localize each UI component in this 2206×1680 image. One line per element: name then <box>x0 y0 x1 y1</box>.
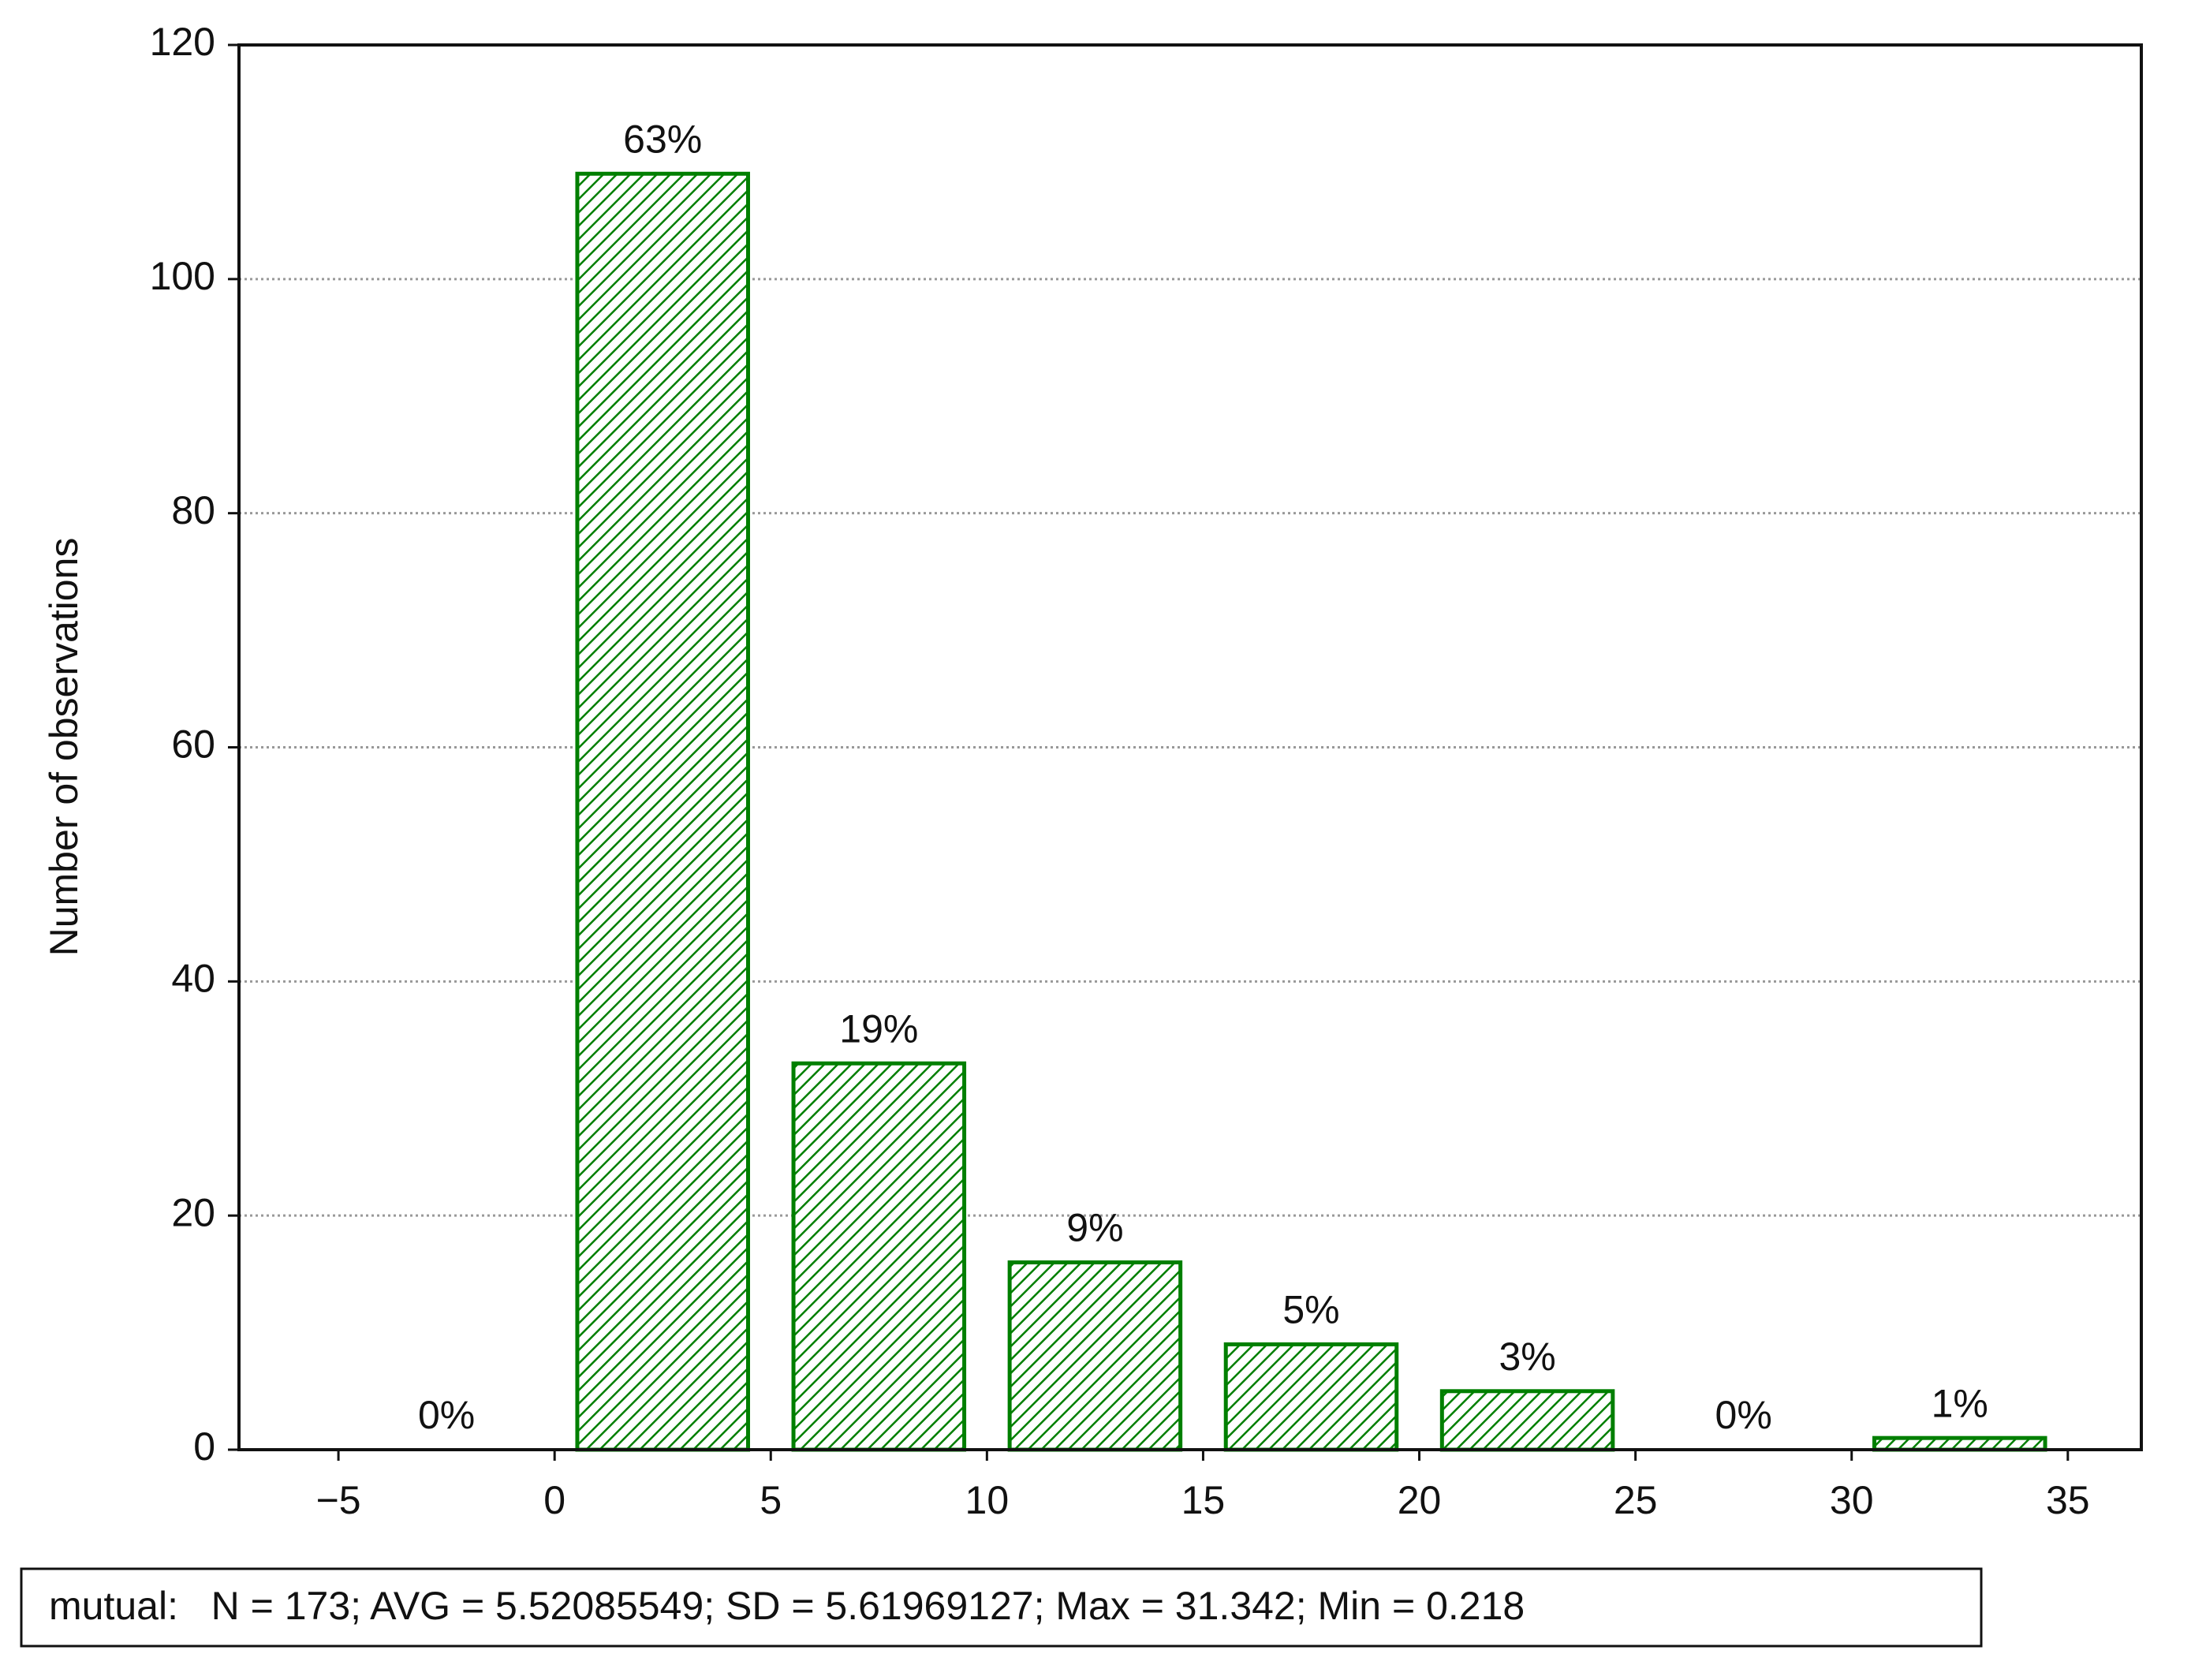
bar <box>1007 1260 1183 1452</box>
data-label: 3% <box>1499 1335 1555 1379</box>
data-label: 63% <box>623 117 702 161</box>
data-label: 5% <box>1282 1288 1339 1332</box>
data-label: 0% <box>1715 1393 1772 1437</box>
stats-text: mutual: N = 173; AVG = 5.52085549; SD = … <box>49 1584 1525 1628</box>
data-label: 19% <box>839 1006 918 1051</box>
y-tick-label: 40 <box>171 957 215 1001</box>
y-axis-label: Number of observations <box>42 538 86 957</box>
y-tick-label: 100 <box>150 254 215 298</box>
bar <box>791 1061 967 1452</box>
data-label: 9% <box>1066 1206 1123 1250</box>
x-tick-label: 30 <box>1830 1478 1874 1522</box>
bar <box>1223 1342 1399 1452</box>
y-tick-label: 0 <box>193 1424 215 1469</box>
x-tick-label: 0 <box>543 1478 565 1522</box>
bar <box>1439 1389 1615 1452</box>
bar <box>575 171 750 1452</box>
x-tick-label: 10 <box>965 1478 1010 1522</box>
y-tick-label: 60 <box>171 722 215 767</box>
x-tick-label: 15 <box>1181 1478 1226 1522</box>
y-tick-label: 20 <box>171 1190 215 1234</box>
data-label: 0% <box>418 1393 475 1437</box>
x-tick-label: 20 <box>1398 1478 1442 1522</box>
x-tick-label: 5 <box>760 1478 782 1522</box>
data-label: 1% <box>1932 1381 1988 1425</box>
plot-frame <box>237 43 2143 1451</box>
y-tick-label: 80 <box>171 488 215 532</box>
y-tick-label: 120 <box>150 20 215 64</box>
x-tick-label: 25 <box>1614 1478 1658 1522</box>
x-tick-label: 35 <box>2046 1478 2090 1522</box>
bar <box>1872 1435 2047 1452</box>
stats-box <box>20 1567 1983 1648</box>
x-tick-label: −5 <box>316 1478 361 1522</box>
